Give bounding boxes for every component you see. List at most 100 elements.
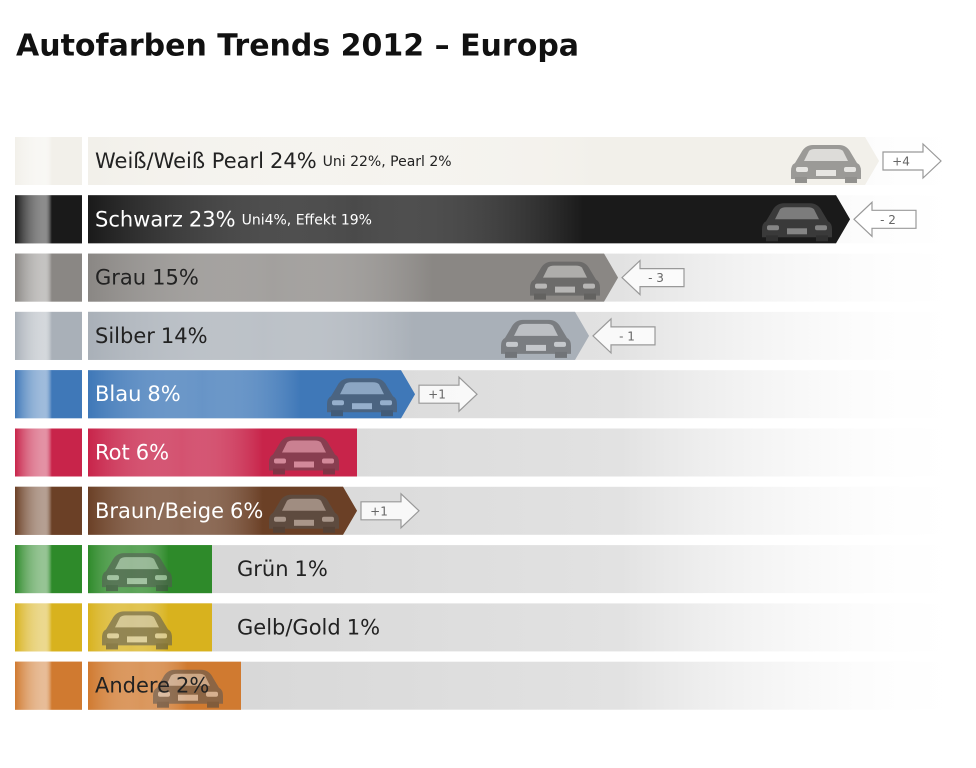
car-icon [269,436,339,475]
change-arrow [418,375,478,413]
car-plate [127,636,147,643]
car-plate [555,286,575,293]
category-label: Blau [95,382,141,406]
car-light [155,633,167,639]
car-window [804,149,848,161]
category-label: Schwarz [95,207,183,231]
swatch-shine [15,137,82,185]
car-window [514,323,558,336]
car-wheel [207,701,219,708]
car-wheel [273,526,285,533]
chart-title: Autofarben Trends 2012 – Europa [16,29,579,64]
car-plate [526,344,546,351]
car-wheel [331,410,343,417]
bar-label: Silber 14% [95,324,208,348]
category-label: Gelb/Gold [237,615,341,639]
car-wheel [555,351,567,358]
change-label: +1 [370,504,388,518]
car-wheel [157,701,169,708]
swatch-shine [15,195,82,244]
car-wheel [381,410,393,417]
bar-shine [88,253,618,302]
bar-label: Blau 8% [95,382,181,406]
car-icon [530,261,600,300]
note-label: Uni 22%, Pearl 2% [323,154,452,170]
car-icon [327,378,397,417]
car-window [543,265,587,278]
car-light [274,516,286,522]
value-label: 2% [176,674,209,698]
car-wheel [323,526,335,533]
bar-label: Weiß/Weiß Pearl 24% Uni 22%, Pearl 2% [95,149,452,173]
bar-label: Grau 15% [95,266,199,290]
category-label: Rot [95,441,130,465]
car-window [775,207,819,220]
car-light [155,575,167,581]
bar-label: Schwarz 23% Uni4%, Effekt 19% [95,207,372,231]
car-light [844,167,856,172]
bar-shine [88,137,879,185]
car-window [282,498,326,511]
car-plate [816,170,836,176]
change-label: - 1 [619,329,635,343]
swatch-shine [15,253,82,302]
value-label: 6% [136,441,169,465]
car-icon [102,611,172,650]
car-light [322,458,334,464]
swatch-shine [15,486,82,535]
car-light [332,400,344,406]
car-window [166,673,210,686]
value-label: 23% [189,207,236,231]
car-wheel [323,468,335,475]
bar-label: Braun/Beige 6% [95,499,263,523]
car-icon [762,203,832,242]
swatch-shine [15,428,82,477]
car-light [322,516,334,522]
car-plate [787,228,807,235]
car-wheel [505,351,517,358]
swatch-shine [15,545,82,594]
car-wheel [156,585,168,592]
car-plate [127,578,147,585]
car-light [554,341,566,347]
value-label: 1% [347,615,380,639]
car-wheel [156,643,168,650]
car-light [535,283,547,289]
bar-label: Rot 6% [95,441,169,465]
value-label: 24% [270,149,317,173]
category-label: Andere [95,674,170,698]
row-background [88,545,976,594]
car-icon [269,494,339,533]
bar-label: Andere 2% [95,674,209,698]
car-window [115,615,159,628]
change-label: - 2 [880,213,896,227]
row-background [88,603,976,652]
swatch-shine [15,661,82,710]
swatch-shine [15,311,82,360]
car-wheel [106,643,118,650]
car-window [115,557,159,570]
category-label: Weiß/Weiß Pearl [95,149,264,173]
bar-shine [88,311,589,360]
change-label: - 3 [648,271,664,285]
swatch-shine [15,370,82,419]
car-light [796,167,808,172]
car-wheel [795,177,807,183]
car-light [583,283,595,289]
change-arrow [621,259,685,296]
value-label: 8% [147,382,180,406]
note-label: Uni4%, Effekt 19% [242,212,372,228]
car-wheel [816,235,828,242]
bar-label: Grün 1% [237,557,328,581]
car-wheel [273,468,285,475]
bar-label: Gelb/Gold 1% [237,615,380,639]
car-wheel [845,177,857,183]
category-label: Grau [95,266,146,290]
change-arrow [360,492,420,530]
value-label: 6% [230,499,263,523]
category-label: Braun/Beige [95,499,224,523]
value-label: 1% [295,557,328,581]
change-label: +4 [892,155,910,169]
car-light [767,225,779,231]
